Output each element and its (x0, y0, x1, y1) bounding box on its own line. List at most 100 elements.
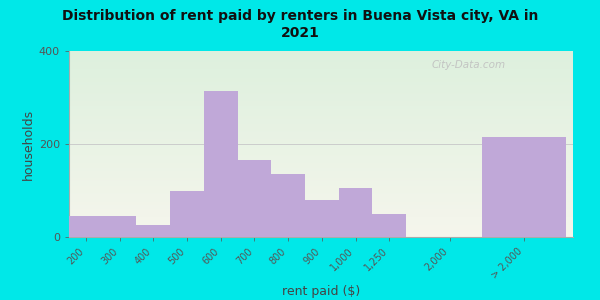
Bar (69, 92, 573, 93)
Bar (69, 213, 573, 214)
Bar (136, 225, 170, 237)
Bar (69, 181, 573, 182)
Bar (69, 148, 573, 150)
Bar (69, 199, 573, 200)
Bar (69, 136, 573, 137)
Bar (69, 71, 573, 72)
Bar (69, 141, 573, 142)
Bar (69, 110, 573, 111)
Bar (69, 171, 573, 172)
Bar (69, 157, 573, 158)
Bar (69, 79, 573, 80)
Bar (204, 91, 238, 237)
Bar (69, 155, 573, 156)
Bar (69, 74, 573, 75)
Bar (69, 228, 573, 229)
Bar (69, 196, 573, 197)
Bar (69, 206, 573, 207)
Bar (69, 186, 573, 187)
Bar (69, 214, 573, 215)
Bar (69, 95, 573, 96)
Bar (69, 219, 573, 220)
Bar (69, 81, 573, 82)
Bar (69, 207, 573, 208)
Bar (69, 112, 573, 113)
Bar (69, 202, 573, 203)
Bar (69, 143, 573, 144)
Bar (69, 203, 573, 205)
Bar (69, 222, 573, 223)
Bar (69, 89, 573, 90)
Bar (69, 226, 573, 227)
Bar (69, 176, 573, 178)
Bar (69, 187, 573, 188)
Bar (69, 114, 573, 115)
Bar (69, 113, 573, 114)
Bar (69, 82, 573, 83)
Bar (69, 150, 573, 151)
Bar (69, 236, 573, 237)
Bar (69, 158, 573, 159)
Bar (69, 133, 573, 134)
Bar (338, 188, 373, 237)
Bar (69, 168, 573, 169)
Bar (69, 115, 573, 116)
Bar (69, 78, 573, 79)
Bar (69, 216, 103, 237)
Bar (69, 106, 573, 107)
Bar (69, 173, 573, 174)
Bar (69, 163, 573, 164)
Bar (69, 97, 573, 98)
Bar (69, 108, 573, 109)
Bar (69, 188, 573, 189)
Bar (69, 132, 573, 133)
Bar (69, 52, 573, 53)
Bar (69, 179, 573, 180)
Bar (69, 146, 573, 147)
Bar (69, 189, 573, 190)
Bar (69, 137, 573, 138)
Bar (69, 85, 573, 86)
Bar (69, 175, 573, 176)
Bar (69, 126, 573, 127)
Bar (69, 224, 573, 225)
Bar (69, 64, 573, 65)
Bar (69, 62, 573, 63)
Bar (69, 105, 573, 106)
Bar (69, 201, 573, 202)
Bar (69, 70, 573, 71)
Bar (69, 231, 573, 232)
Bar (69, 60, 573, 61)
Bar (69, 216, 573, 217)
Bar (69, 82, 573, 83)
Bar (373, 214, 406, 237)
Bar (69, 140, 573, 141)
Bar (69, 225, 573, 226)
Bar (271, 174, 305, 237)
Bar (69, 72, 573, 73)
Bar (69, 124, 573, 125)
Bar (69, 117, 573, 118)
Bar (69, 172, 573, 173)
Bar (69, 68, 573, 69)
Bar (69, 191, 573, 192)
Bar (69, 120, 573, 121)
Bar (69, 234, 573, 235)
Bar (69, 138, 573, 139)
Bar (69, 77, 573, 78)
Bar (69, 85, 573, 86)
Bar (69, 182, 573, 183)
Bar (69, 100, 573, 101)
Bar (69, 139, 573, 140)
Bar (69, 57, 573, 58)
Bar (69, 208, 573, 209)
Bar (69, 98, 573, 99)
Bar (69, 99, 573, 100)
Bar (69, 232, 573, 233)
Bar (69, 87, 573, 88)
Bar (69, 153, 573, 154)
Text: City-Data.com: City-Data.com (432, 60, 506, 70)
Bar (69, 142, 573, 143)
Bar (69, 162, 573, 163)
Bar (69, 96, 573, 97)
